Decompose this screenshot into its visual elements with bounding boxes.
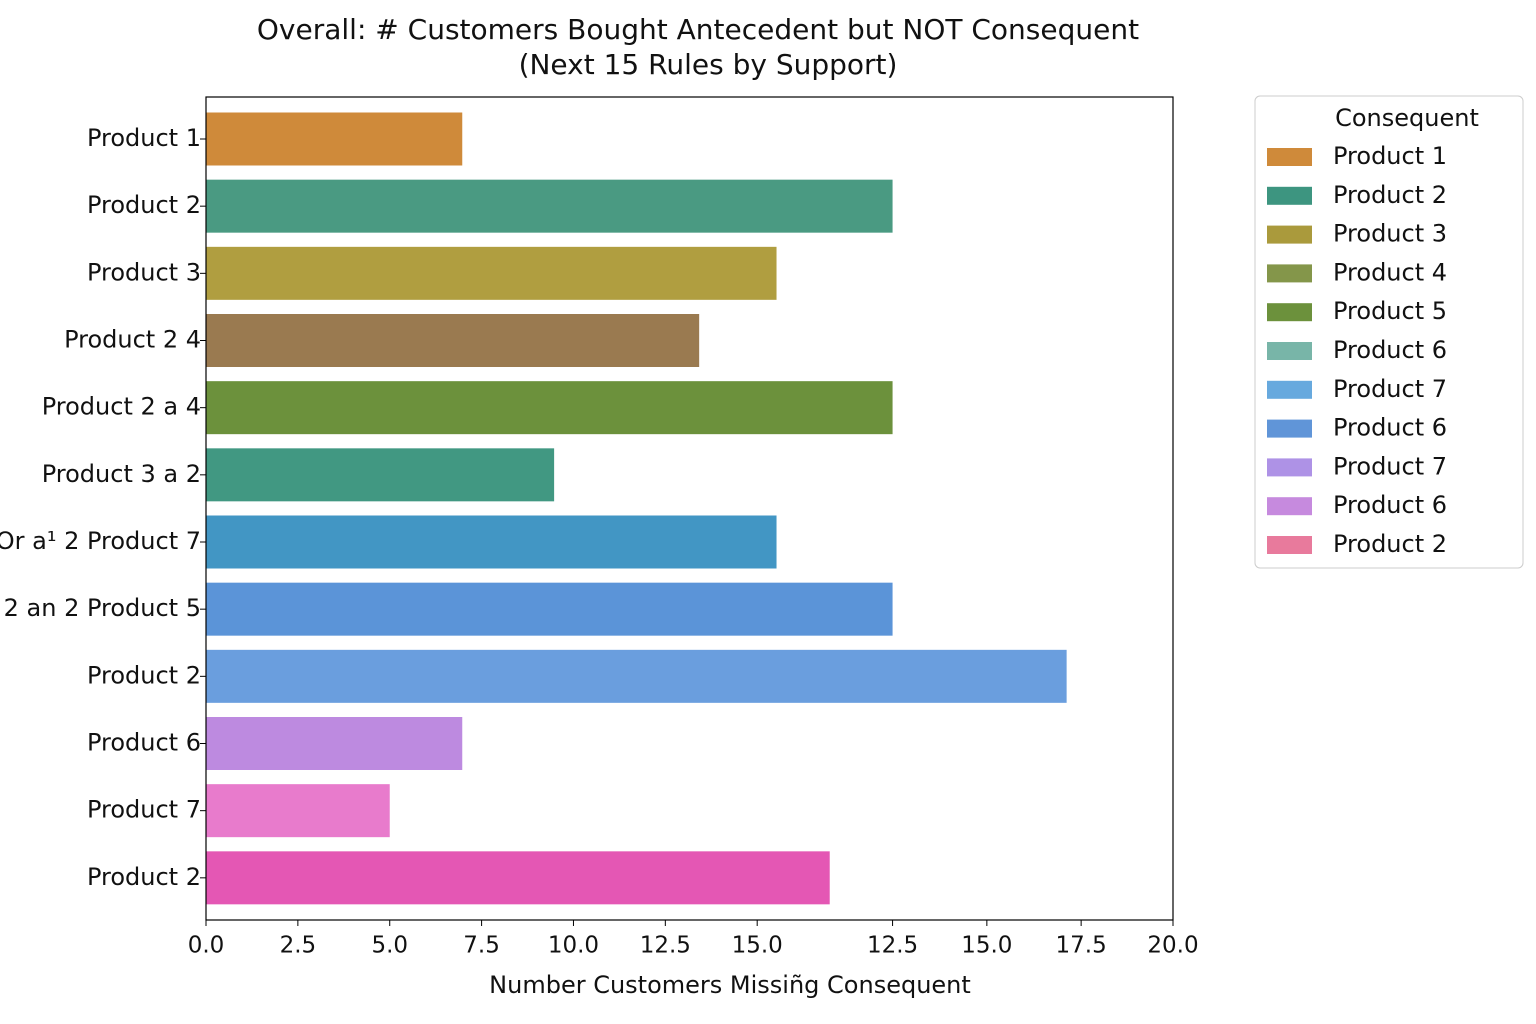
legend-swatch <box>1267 497 1312 516</box>
x-tick-label: 2.5 <box>280 933 317 959</box>
legend-swatch <box>1267 419 1312 438</box>
legend-label: Product 1 <box>1333 142 1447 170</box>
y-tick-label: Or a¹ 2 Product 7 <box>0 527 201 555</box>
legend-box <box>1254 95 1524 569</box>
x-tick-label: 17.5 <box>1056 933 1107 959</box>
bar <box>206 851 830 905</box>
bar <box>206 179 893 233</box>
x-tick-label: 15.0 <box>961 933 1012 959</box>
legend-label: Product 3 <box>1333 220 1447 248</box>
legend-label: Product 6 <box>1333 414 1447 442</box>
legend-title: Consequent <box>1335 104 1479 132</box>
x-tick-label: 12.5 <box>867 933 918 959</box>
y-tick-label: Product 1 <box>87 124 201 152</box>
bar <box>206 112 463 166</box>
y-tick-label: Product 2 <box>87 191 201 219</box>
y-tick-label: Product 2 4 <box>64 326 201 354</box>
chart-subtitle: (Next 15 Rules by Support) <box>519 48 898 81</box>
y-tick-label: Product 7 <box>87 796 201 824</box>
x-tick-label: 10.0 <box>548 933 599 959</box>
chart-title: Overall: # Customers Bought Antecedent b… <box>257 13 1139 46</box>
legend-swatch <box>1267 380 1312 399</box>
legend-swatch <box>1267 536 1312 554</box>
legend-label: Product 2 <box>1333 530 1447 558</box>
x-tick-label: 7.5 <box>463 933 500 959</box>
bar <box>206 649 1067 703</box>
legend-swatch <box>1267 186 1312 205</box>
bar <box>206 448 555 502</box>
y-tick-label: Product 3 a 2 <box>42 460 201 488</box>
y-tick-label: 2 an 2 Product 5 <box>4 594 201 622</box>
legend-label: Product 7 <box>1333 452 1447 480</box>
legend-label: Product 4 <box>1333 258 1447 286</box>
y-tick-label: Product 6 <box>87 729 201 757</box>
bar <box>206 582 893 636</box>
bar <box>206 515 777 569</box>
x-tick-label: 20.0 <box>1147 933 1198 959</box>
legend-swatch <box>1267 458 1312 477</box>
x-tick-label: 0.0 <box>188 933 225 959</box>
legend-label: Product 7 <box>1333 375 1447 403</box>
bar <box>206 717 463 770</box>
y-tick-label: Product 2 a 4 <box>42 393 201 421</box>
plot-frame <box>205 96 1174 921</box>
legend-label: Product 6 <box>1333 491 1447 519</box>
bar <box>206 784 390 838</box>
legend-swatch <box>1267 148 1312 166</box>
y-tick-label: Product 2 <box>87 863 201 891</box>
legend-label: Product 5 <box>1333 297 1447 325</box>
bar <box>206 246 777 300</box>
legend-swatch <box>1267 225 1312 244</box>
y-tick-label: Product 3 <box>87 258 201 286</box>
y-tick-label: Product 2 <box>87 661 201 689</box>
bar <box>206 381 893 435</box>
bar <box>206 314 700 367</box>
legend-swatch <box>1267 342 1312 360</box>
x-axis-label: Number Customers Missiñg Consequent <box>489 971 971 999</box>
legend-swatch <box>1267 303 1312 322</box>
legend-label: Product 6 <box>1333 336 1447 364</box>
legend-label: Product 2 <box>1333 181 1447 209</box>
x-tick-label: 15.0 <box>732 933 783 959</box>
x-tick-label: 5.0 <box>371 933 408 959</box>
legend-swatch <box>1267 264 1312 283</box>
x-tick-label: 12.5 <box>640 933 691 959</box>
